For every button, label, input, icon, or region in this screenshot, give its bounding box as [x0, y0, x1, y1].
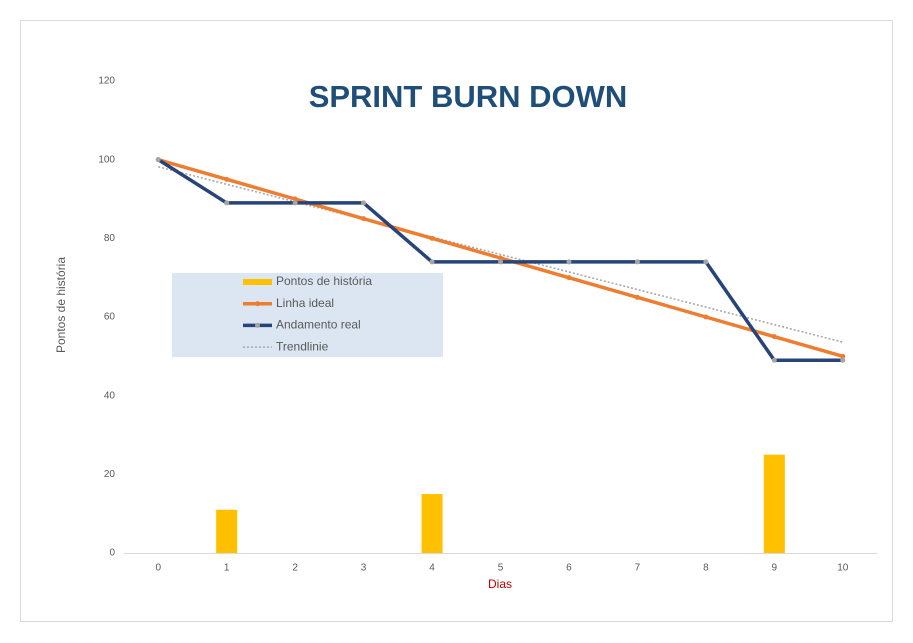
y-tick-label: 40 — [104, 390, 116, 401]
y-axis-label: Pontos de história — [54, 257, 68, 353]
y-tick-label: 80 — [104, 233, 116, 244]
marker — [703, 259, 709, 265]
x-axis-label: Dias — [488, 577, 512, 591]
bar — [216, 509, 238, 553]
bar — [421, 494, 443, 553]
marker — [771, 334, 777, 340]
legend-label: Pontos de história — [276, 274, 372, 288]
trendline — [158, 166, 843, 343]
legend-marker — [255, 301, 260, 307]
marker — [498, 255, 503, 261]
marker — [429, 235, 435, 241]
marker — [292, 196, 298, 202]
bar — [763, 454, 785, 553]
marker — [703, 314, 709, 320]
x-tick-label: 9 — [772, 563, 778, 574]
y-tick-label: 100 — [98, 154, 115, 165]
marker — [566, 259, 572, 265]
legend-label: Linha ideal — [276, 296, 334, 310]
x-tick-label: 4 — [429, 563, 435, 574]
y-tick-label: 0 — [109, 548, 115, 559]
marker — [634, 294, 640, 300]
marker — [224, 200, 230, 206]
marker — [634, 259, 640, 265]
marker — [292, 200, 298, 206]
marker — [429, 259, 435, 265]
y-tick-label: 20 — [104, 469, 116, 480]
legend-label: Andamento real — [276, 318, 361, 332]
marker — [498, 259, 503, 265]
y-tick-label: 60 — [104, 312, 116, 323]
x-tick-label: 5 — [498, 563, 504, 574]
legend-box — [172, 273, 443, 357]
marker — [224, 176, 230, 182]
marker — [155, 157, 161, 163]
legend-swatch — [243, 279, 272, 285]
x-tick-label: 2 — [292, 563, 298, 574]
marker — [361, 216, 367, 222]
x-tick-label: 1 — [224, 563, 230, 574]
x-tick-label: 10 — [837, 563, 849, 574]
chart-title: SPRINT BURN DOWN — [309, 79, 628, 114]
marker — [566, 275, 572, 281]
legend-label: Trendlinie — [276, 339, 329, 353]
marker — [361, 200, 367, 206]
legend-marker — [255, 322, 260, 328]
x-tick-label: 7 — [635, 563, 641, 574]
x-tick-label: 3 — [361, 563, 367, 574]
x-tick-label: 6 — [566, 563, 572, 574]
x-tick-label: 0 — [155, 563, 161, 574]
marker — [840, 353, 846, 359]
y-tick-label: 120 — [98, 76, 115, 87]
x-tick-label: 8 — [703, 563, 709, 574]
marker — [771, 357, 777, 363]
marker — [840, 357, 846, 363]
